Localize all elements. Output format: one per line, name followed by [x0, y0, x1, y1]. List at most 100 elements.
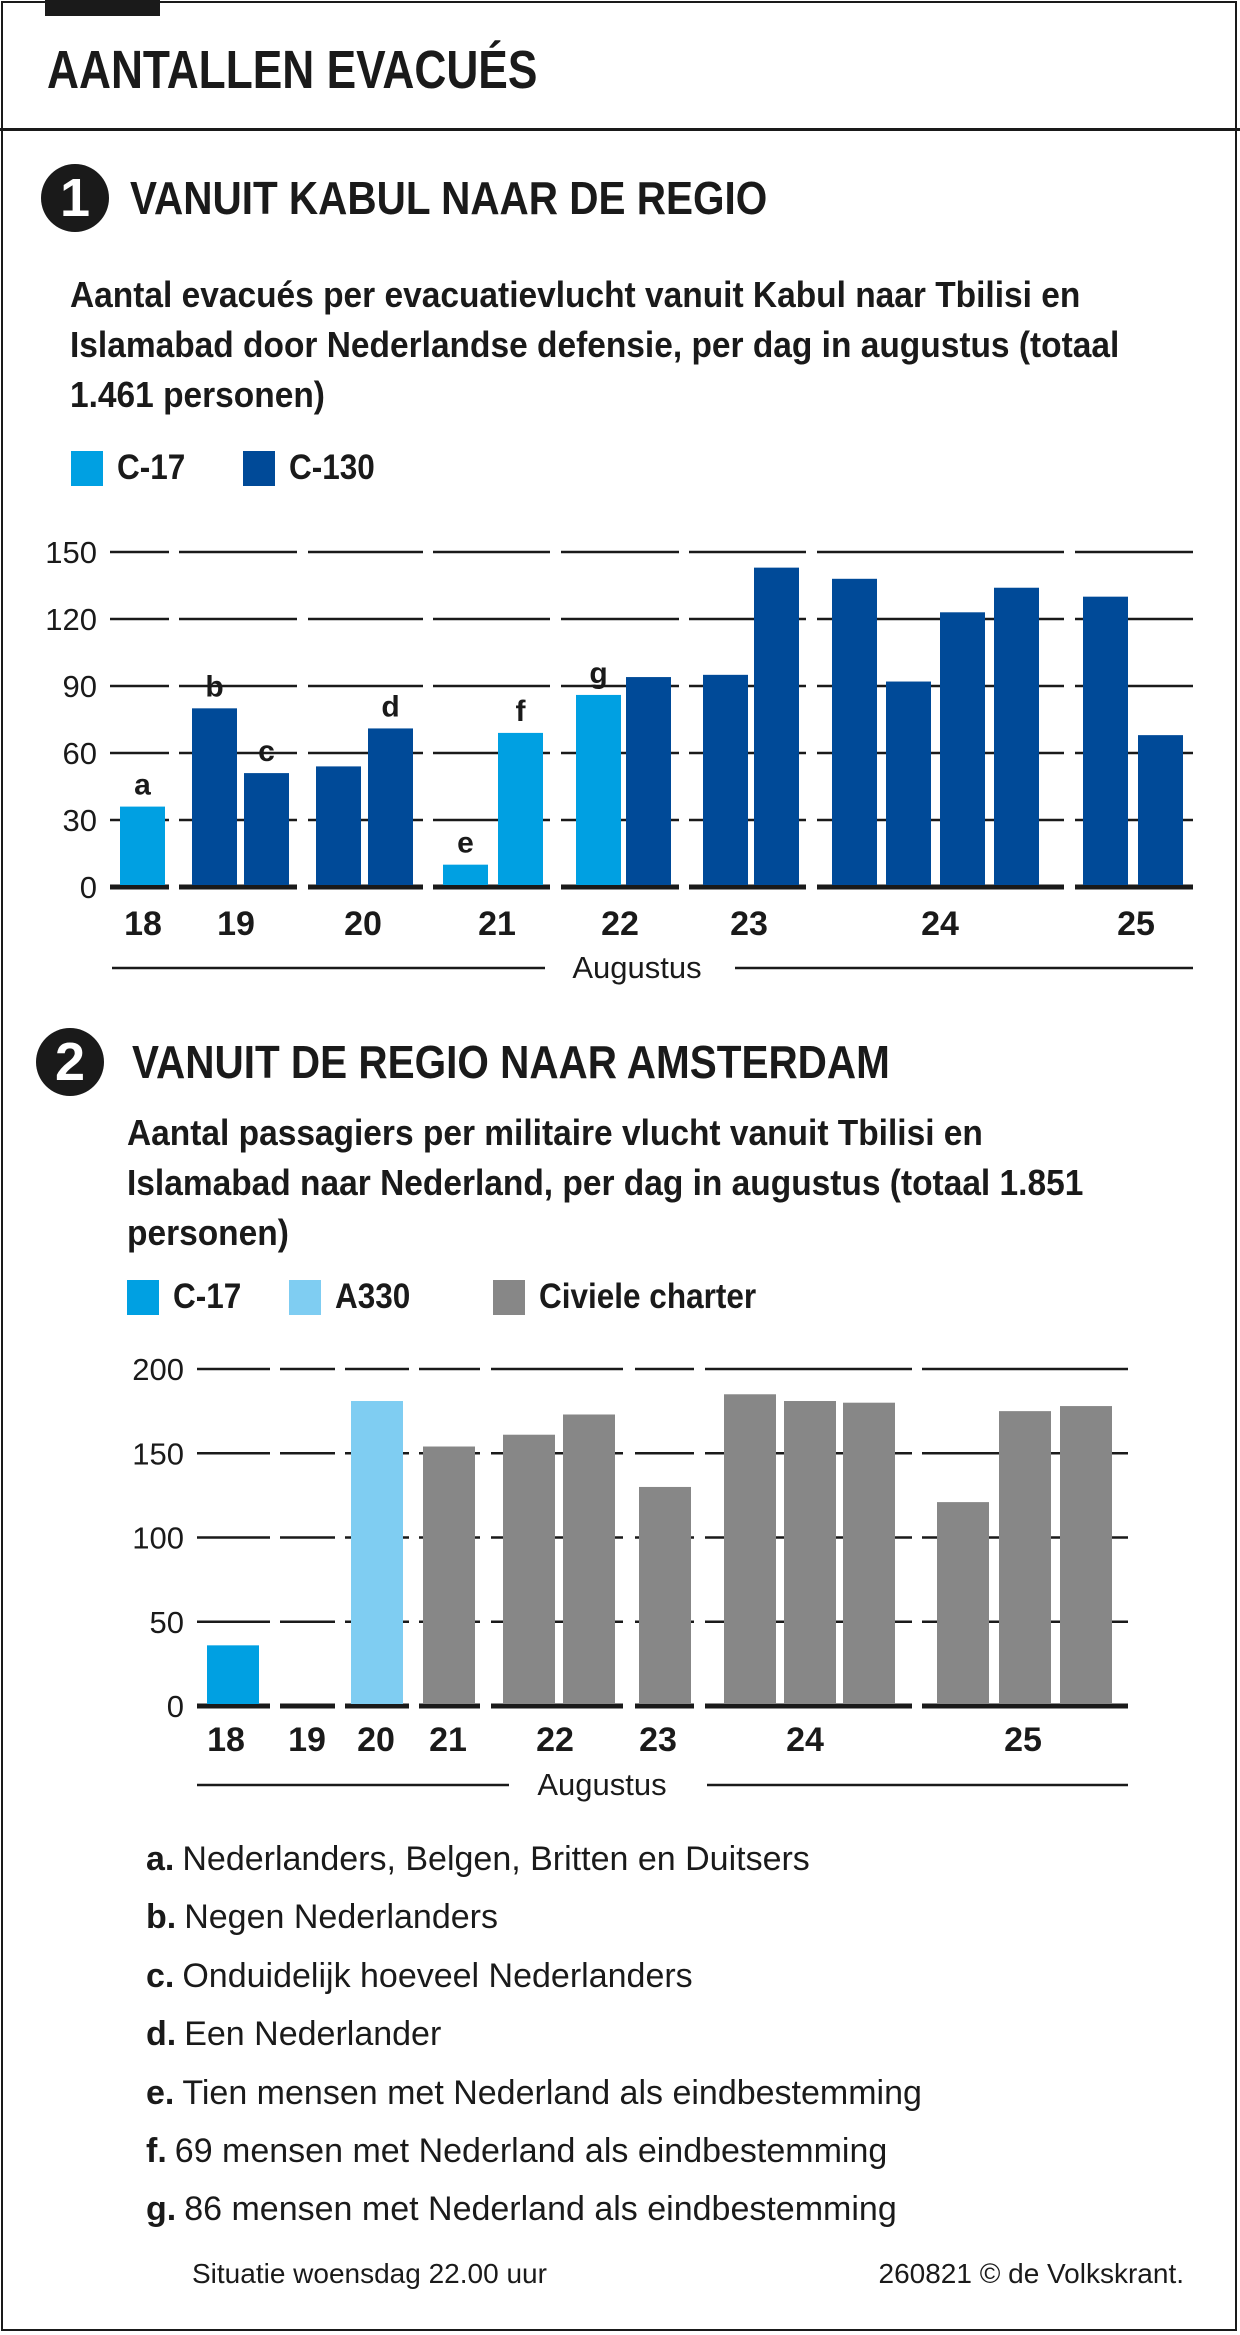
- bar-note-label: e: [457, 827, 474, 860]
- chart-legend: C-17 A330 Civiele charter: [127, 1277, 814, 1317]
- footnote-item: a. Nederlanders, Belgen, Britten en Duits…: [146, 1830, 922, 1888]
- legend-swatch-a330: [288, 1279, 321, 1315]
- chart-subtitle-text: Aantal evacués per evacuatievlucht vanui…: [70, 274, 1120, 415]
- legend-swatch-c130: [242, 450, 275, 486]
- bar-note-label: g: [589, 657, 607, 690]
- bar-civiele-charter: [503, 1434, 555, 1704]
- x-axis-title: Augustus: [537, 1767, 666, 1802]
- x-tick-label: 25: [1117, 905, 1155, 943]
- x-tick-label: 23: [730, 905, 768, 943]
- x-tick-label: 18: [124, 905, 162, 943]
- y-tick-label: 150: [132, 1436, 184, 1471]
- y-tick-label: 60: [63, 736, 97, 771]
- bar-c-17: [498, 732, 543, 885]
- bar-c-130: [940, 612, 985, 885]
- footnote-letter: e.: [146, 2073, 175, 2112]
- footnote-text: 86 mensen met Nederland als eindbestemmi…: [184, 2190, 897, 2229]
- bar-c-17: [207, 1645, 259, 1704]
- legend-label: C-17: [173, 1277, 242, 1316]
- footnote-item: g. 86 mensen met Nederland als eindbestem…: [146, 2180, 922, 2238]
- y-tick-label: 50: [150, 1605, 184, 1640]
- bar-c-130: [368, 728, 413, 885]
- bar-c-17: [443, 864, 488, 885]
- footnote-text: Negen Nederlanders: [184, 1898, 498, 1937]
- footnote-letter: f.: [146, 2132, 167, 2171]
- x-tick-label: 25: [1004, 1721, 1042, 1759]
- legend-label: C-17: [117, 448, 186, 487]
- bar-c-130: [316, 766, 361, 885]
- footnote-letter: b.: [146, 1898, 177, 1937]
- legend-swatch-civiele-charter: [492, 1279, 525, 1315]
- footnote-item: c. Onduidelijk hoeveel Nederlanders: [146, 1947, 922, 2005]
- y-tick-label: 120: [45, 602, 97, 637]
- bar-civiele-charter: [937, 1502, 989, 1704]
- bar-civiele-charter: [1060, 1406, 1112, 1704]
- bar-note-label: b: [205, 670, 223, 703]
- bar-c-17: [576, 694, 621, 885]
- bar-c-130: [1138, 735, 1183, 885]
- section-number-badge: 2: [36, 1028, 104, 1096]
- page-title: AANTALLEN EVACUÉS: [47, 40, 645, 100]
- footnote-item: e. Tien mensen met Nederland als eindbest…: [146, 2064, 922, 2122]
- bar-c-130: [703, 674, 748, 885]
- x-tick-label: 24: [921, 905, 959, 943]
- legend-label: C-130: [288, 448, 375, 487]
- bar-c-130: [886, 681, 931, 885]
- legend-label: Civiele charter: [538, 1277, 756, 1316]
- y-tick-label: 0: [167, 1689, 184, 1724]
- bar-civiele-charter: [784, 1401, 836, 1704]
- y-tick-label: 150: [45, 535, 97, 570]
- copyright-credit: 260821 © de Volkskrant.: [878, 2258, 1185, 2289]
- bar-note-label: d: [381, 690, 399, 723]
- bar-c-130: [994, 587, 1039, 885]
- section-heading: VANUIT KABUL NAAR DE REGIO: [130, 172, 854, 224]
- bar-civiele-charter: [563, 1414, 615, 1704]
- y-tick-label: 30: [63, 803, 97, 838]
- y-tick-label: 100: [132, 1521, 184, 1556]
- footnote-item: b. Negen Nederlanders: [146, 1888, 922, 1946]
- bar-c-130: [832, 578, 877, 885]
- footnote-letter: d.: [146, 2015, 177, 2054]
- section-heading-text: VANUIT KABUL NAAR DE REGIO: [130, 172, 768, 224]
- legend-label: A330: [334, 1277, 411, 1316]
- bar-c-130: [244, 773, 289, 885]
- chart-subtitle-text: Aantal passagiers per militaire vlucht v…: [127, 1112, 1084, 1253]
- footnote-item: d. Een Nederlander: [146, 2005, 922, 2063]
- footnote-text: Tien mensen met Nederland als eindbestem…: [182, 2073, 922, 2112]
- chart-subtitle: Aantal evacués per evacuatievlucht vanui…: [70, 270, 1220, 420]
- bar-civiele-charter: [423, 1446, 475, 1704]
- x-axis-title: Augustus: [572, 950, 701, 985]
- bar-c-130: [192, 708, 237, 885]
- bar-civiele-charter: [639, 1486, 691, 1704]
- x-tick-label: 19: [217, 905, 255, 943]
- top-accent-bar: [45, 0, 160, 16]
- bar-civiele-charter: [724, 1394, 776, 1704]
- section-heading-text: VANUIT DE REGIO NAAR AMSTERDAM: [132, 1036, 890, 1088]
- x-tick-label: 18: [207, 1721, 245, 1759]
- legend-swatch-c17: [127, 1279, 159, 1315]
- bar-c-17: [120, 806, 165, 885]
- y-tick-label: 200: [132, 1352, 184, 1387]
- x-tick-label: 24: [786, 1721, 824, 1759]
- chart-legend: C-17 C-130: [71, 448, 418, 488]
- footnote-letter: c.: [146, 1956, 175, 1995]
- bar-c-130: [754, 567, 799, 885]
- bar-note-label: a: [134, 769, 151, 802]
- page-title-text: AANTALLEN EVACUÉS: [47, 40, 538, 100]
- bar-civiele-charter: [999, 1411, 1051, 1704]
- bar-civiele-charter: [843, 1402, 895, 1704]
- title-divider: [0, 128, 1240, 131]
- x-tick-label: 22: [536, 1721, 574, 1759]
- x-tick-label: 23: [639, 1721, 677, 1759]
- bar-c-130: [1083, 596, 1128, 885]
- bar-c-130: [626, 677, 671, 885]
- y-tick-label: 90: [63, 669, 97, 704]
- footnote-letter: g.: [146, 2190, 177, 2229]
- situation-note: Situatie woensdag 22.00 uur: [192, 2258, 547, 2289]
- chart-subtitle: Aantal passagiers per militaire vlucht v…: [127, 1108, 1127, 1258]
- x-tick-label: 21: [478, 905, 516, 943]
- bar-a330: [351, 1401, 403, 1704]
- footnote-item: f. 69 mensen met Nederland als eindbestem…: [146, 2122, 922, 2180]
